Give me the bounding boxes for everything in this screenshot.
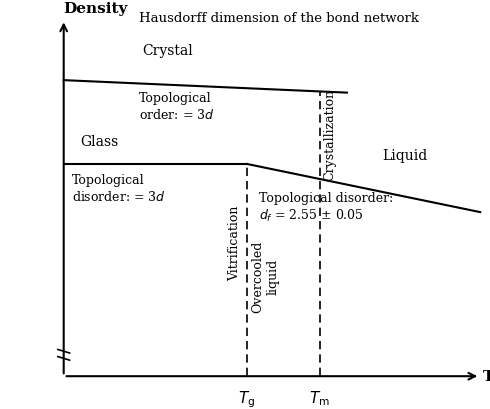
Text: Liquid: Liquid [383, 149, 428, 163]
Text: Density: Density [64, 2, 128, 16]
Text: $\it{T}$$_{\rm g}$: $\it{T}$$_{\rm g}$ [238, 389, 256, 409]
Text: Topological
order: = 3$d$: Topological order: = 3$d$ [139, 92, 214, 122]
Text: Hausdorff dimension of the bond network: Hausdorff dimension of the bond network [139, 12, 419, 25]
Text: Topological
disorder: = 3$d$: Topological disorder: = 3$d$ [72, 173, 166, 204]
Text: Overcooled
liquid: Overcooled liquid [251, 240, 280, 312]
Text: Vitrification: Vitrification [228, 205, 241, 280]
Text: Glass: Glass [80, 135, 119, 148]
Text: Crystal: Crystal [143, 44, 193, 58]
Text: Crystallization: Crystallization [323, 89, 336, 181]
Text: $\it{T}$$_{\rm m}$: $\it{T}$$_{\rm m}$ [309, 389, 330, 407]
Text: Topological disorder:
$d_f$ = 2.55 ± 0.05: Topological disorder: $d_f$ = 2.55 ± 0.0… [260, 191, 393, 224]
Text: Temperature: Temperature [483, 369, 490, 383]
